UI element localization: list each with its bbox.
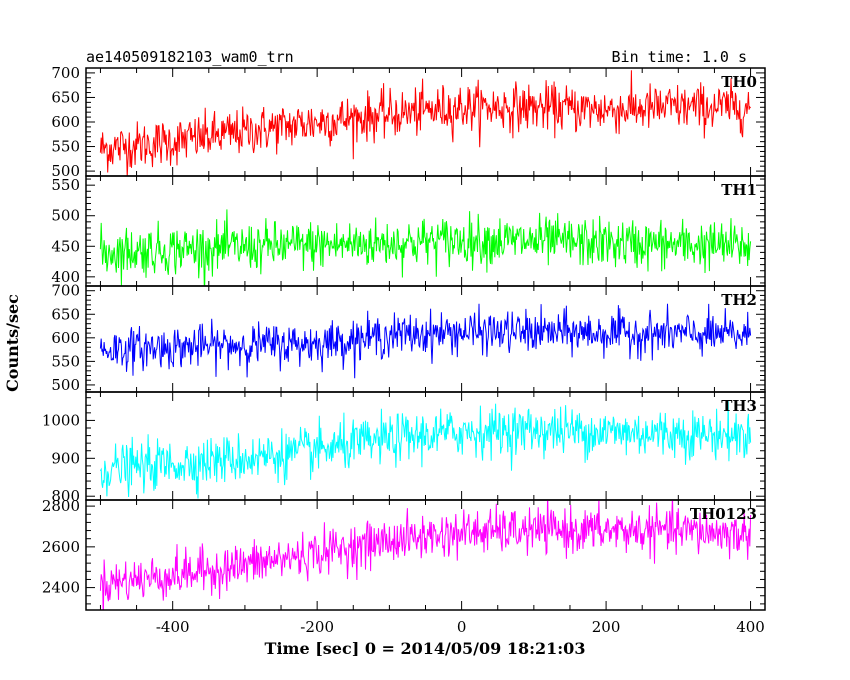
panel-label: TH1: [721, 181, 757, 199]
y-tick-label: 500: [51, 376, 80, 394]
panel-frame: [85, 175, 766, 287]
y-tick-label: 800: [51, 487, 80, 505]
y-tick-label: 450: [51, 237, 80, 255]
panel-label: TH3: [721, 397, 757, 415]
series-th3: [99, 400, 752, 499]
y-tick-label: 2600: [42, 538, 80, 556]
y-tick-label: 1000: [42, 411, 80, 429]
series-th0: [99, 70, 751, 176]
panel-frame: [85, 499, 766, 611]
y-tick-label: 550: [51, 352, 80, 370]
panel-th0: 500 550 600 650 700 TH0: [51, 64, 766, 180]
x-tick-label: 200: [592, 618, 621, 636]
series-th1: [99, 209, 752, 286]
panel-label: TH0: [721, 73, 757, 91]
x-tick-label: 400: [736, 618, 765, 636]
y-axis-label: Counts/sec: [3, 294, 22, 392]
y-tick-label: 600: [51, 113, 80, 131]
y-tick-label: 700: [51, 64, 80, 82]
panel-th2: 500 550 600 650 700 TH2: [51, 282, 766, 394]
series-th2: [99, 303, 752, 379]
y-tick-label: 500: [51, 162, 80, 180]
x-tick-label: 0: [457, 618, 467, 636]
y-tick-label: 650: [51, 88, 80, 106]
panel-th3: 800 900 1000 TH3: [42, 391, 766, 505]
x-tick-label: -400: [156, 618, 190, 636]
panel-label: TH0123: [690, 505, 757, 523]
y-tick-label: 900: [51, 449, 80, 467]
y-tick-label: 550: [51, 138, 80, 156]
panel-frame: [85, 67, 766, 177]
panel-th1: 400 450 500 550 TH1: [51, 175, 766, 287]
y-tick-label: 650: [51, 305, 80, 323]
y-tick-label: 400: [51, 268, 80, 286]
series-th0123: [99, 500, 752, 610]
y-tick-label: 600: [51, 329, 80, 347]
y-tick-label: 2400: [42, 579, 80, 597]
y-tick-label: 2800: [42, 497, 80, 515]
panel-label: TH2: [721, 291, 757, 309]
y-tick-label: 700: [51, 282, 80, 300]
header-bin-time: Bin time: 1.0 s: [612, 48, 747, 66]
y-tick-label: 500: [51, 207, 80, 225]
panel-th0123: 2400 2600 2800 TH0123: [42, 497, 766, 611]
header-title: ae140509182103_wam0_trn: [86, 48, 294, 66]
x-axis-label: Time [sec] 0 = 2014/05/09 18:21:03: [265, 639, 586, 658]
x-tick-label: -200: [300, 618, 334, 636]
y-tick-label: 550: [51, 176, 80, 194]
